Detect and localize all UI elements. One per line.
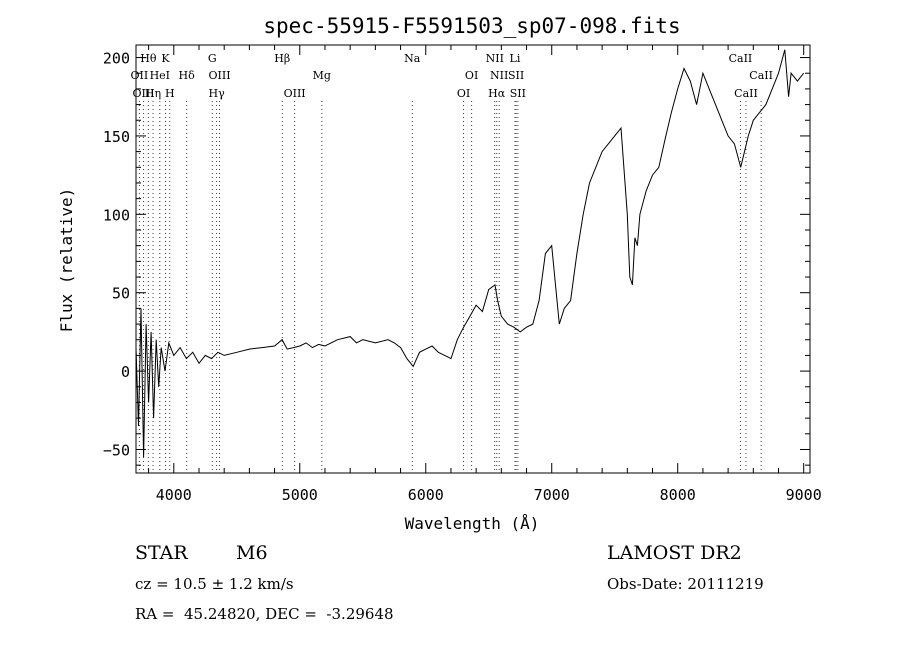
spectral-line-label: K bbox=[161, 52, 170, 65]
observation-date: Obs-Date: 20111219 bbox=[607, 575, 764, 593]
spectral-line-label: SII bbox=[508, 69, 524, 82]
spectral-line-label: Hγ bbox=[209, 87, 226, 100]
chart-title: spec-55915-F5591503_sp07-098.fits bbox=[263, 14, 680, 38]
spectral-line-label: CaII bbox=[749, 69, 773, 82]
spectral-line-label: SII bbox=[510, 87, 526, 100]
spectral-line-label: OIII bbox=[208, 69, 230, 82]
x-tick-label: 6000 bbox=[408, 486, 444, 504]
y-tick-label: 50 bbox=[112, 285, 130, 303]
spectral-line-label: H bbox=[165, 87, 175, 100]
y-tick-label: 0 bbox=[121, 363, 130, 381]
spectral-line-label: Hα bbox=[488, 87, 506, 100]
spectral-line-label: HeI bbox=[150, 69, 170, 82]
spectral-line-label: OI bbox=[457, 87, 470, 100]
spectral-line-label: Li bbox=[510, 52, 521, 65]
object-class: STAR bbox=[135, 542, 188, 564]
spectral-line-label: NII bbox=[486, 52, 504, 65]
y-axis-label: Flux (relative) bbox=[57, 188, 76, 333]
y-tick-label: 150 bbox=[103, 128, 130, 146]
x-tick-label: 9000 bbox=[786, 486, 822, 504]
spectral-line-label: Hη bbox=[145, 87, 161, 100]
spectral-line-label: Mg bbox=[313, 69, 331, 82]
redshift-velocity: cz = 10.5 ± 1.2 km/s bbox=[135, 575, 294, 593]
y-tick-label: 200 bbox=[103, 50, 130, 68]
y-tick-label: 100 bbox=[103, 206, 130, 224]
spectral-line-label: OIII bbox=[133, 87, 155, 100]
coordinates: RA = 45.24820, DEC = -3.29648 bbox=[135, 605, 394, 623]
survey-name: LAMOST DR2 bbox=[607, 542, 742, 564]
spectral-line-label: OIII bbox=[284, 87, 306, 100]
axis-ticks: 4000 5000 6000 7000 8000 9000 −50 0 50 100 150 200 bbox=[103, 45, 822, 504]
spectral-line-label: CaII bbox=[734, 87, 758, 100]
spectral-line-label: Na bbox=[404, 52, 421, 65]
spectral-line-label: Hθ bbox=[140, 52, 157, 65]
spectrum-line bbox=[135, 49, 805, 458]
line-markers bbox=[138, 101, 762, 473]
x-tick-label: 7000 bbox=[534, 486, 570, 504]
spectral-line-label: NII bbox=[490, 69, 508, 82]
spectral-line-label: Hδ bbox=[179, 69, 196, 82]
object-subclass: M6 bbox=[236, 542, 268, 564]
spectral-line-label: Hβ bbox=[274, 52, 290, 65]
x-tick-label: 8000 bbox=[660, 486, 696, 504]
spectral-line-label: OII bbox=[131, 69, 149, 82]
y-tick-label: −50 bbox=[103, 441, 130, 459]
spectral-line-label: CaII bbox=[729, 52, 753, 65]
plot-frame bbox=[135, 44, 811, 474]
x-axis-label: Wavelength (Å) bbox=[405, 514, 540, 533]
x-tick-label: 4000 bbox=[156, 486, 192, 504]
spectrum-series bbox=[135, 49, 805, 458]
x-tick-label: 5000 bbox=[282, 486, 318, 504]
spectral-line-label: G bbox=[208, 52, 217, 65]
spectral-line-label: OI bbox=[465, 69, 478, 82]
